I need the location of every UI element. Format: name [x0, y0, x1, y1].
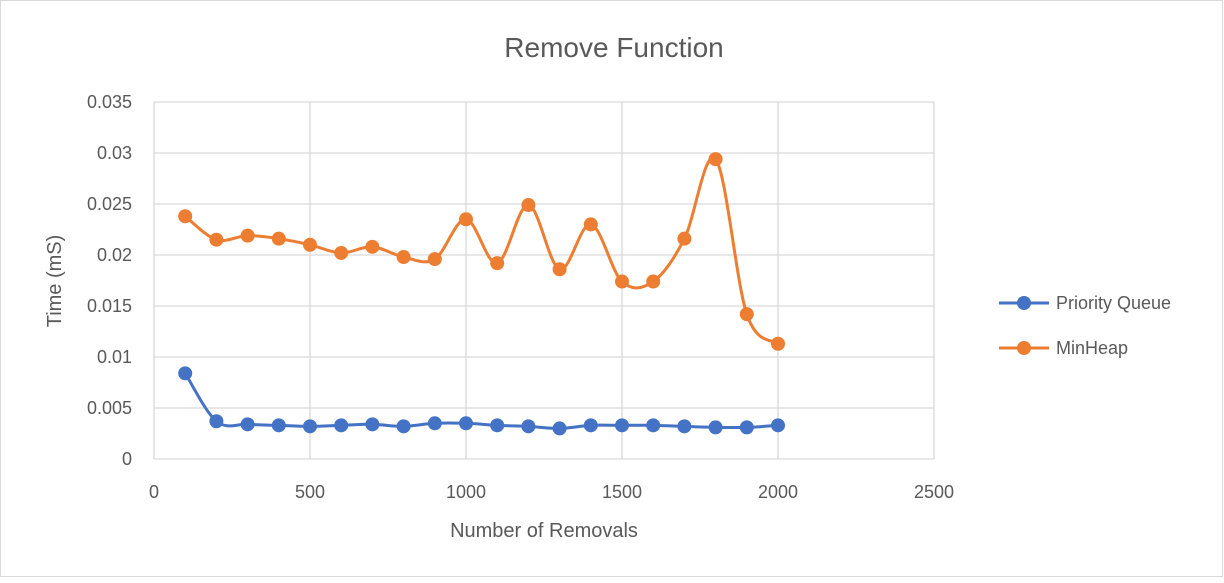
data-point-minheap — [708, 152, 723, 167]
y-tick-label: 0.005 — [87, 398, 132, 418]
data-point-minheap — [583, 217, 598, 232]
data-point-minheap — [271, 231, 286, 246]
data-point-priority-queue — [771, 418, 785, 433]
data-point-priority-queue — [209, 414, 224, 429]
x-tick-label: 2500 — [914, 482, 954, 502]
legend-label-priority-queue: Priority Queue — [1056, 293, 1171, 313]
x-tick-labels: 0 500 1000 1500 2000 2500 — [149, 482, 954, 502]
data-point-priority-queue — [427, 416, 442, 431]
y-tick-label: 0.025 — [87, 194, 132, 214]
y-tick-labels: 0 0.005 0.01 0.015 0.02 0.025 0.03 0.035 — [87, 92, 132, 469]
data-point-priority-queue — [303, 419, 317, 434]
y-tick-label: 0.03 — [97, 143, 132, 163]
data-point-minheap — [240, 228, 255, 243]
data-point-priority-queue — [365, 417, 380, 432]
data-point-minheap — [646, 274, 661, 289]
y-tick-label: 0.02 — [97, 245, 132, 265]
data-point-minheap — [521, 198, 536, 213]
data-point-minheap — [365, 239, 380, 254]
data-point-minheap — [739, 307, 754, 322]
legend-marker-priority-queue — [1017, 296, 1031, 310]
y-tick-label: 0 — [122, 449, 132, 469]
data-point-priority-queue — [396, 419, 411, 434]
x-tick-label: 2000 — [758, 482, 798, 502]
data-point-priority-queue — [708, 420, 723, 435]
data-point-priority-queue — [334, 418, 349, 433]
data-point-minheap — [334, 245, 349, 260]
x-tick-label: 500 — [295, 482, 325, 502]
data-point-minheap — [178, 209, 193, 224]
data-point-minheap — [303, 237, 317, 252]
data-point-priority-queue — [240, 417, 255, 432]
data-point-priority-queue — [490, 418, 505, 433]
data-point-minheap — [209, 232, 224, 247]
data-point-minheap — [490, 256, 505, 271]
legend-label-minheap: MinHeap — [1056, 338, 1128, 358]
y-tick-label: 0.015 — [87, 296, 132, 316]
x-axis-label: Number of Removals — [450, 520, 638, 542]
data-point-minheap — [552, 262, 567, 277]
legend: Priority Queue MinHeap — [999, 293, 1171, 358]
data-point-priority-queue — [615, 418, 629, 433]
data-point-minheap — [677, 231, 692, 246]
x-tick-label: 0 — [149, 482, 159, 502]
data-point-minheap — [615, 274, 629, 289]
data-point-priority-queue — [739, 420, 754, 435]
data-point-priority-queue — [521, 419, 536, 434]
series-layer — [178, 152, 785, 436]
data-point-minheap — [427, 252, 442, 267]
data-point-priority-queue — [459, 416, 473, 431]
data-point-priority-queue — [178, 366, 193, 381]
data-point-priority-queue — [552, 421, 567, 436]
y-axis-label: Time (mS) — [44, 235, 66, 328]
series-line-minheap — [183, 156, 780, 346]
legend-marker-minheap — [1017, 341, 1031, 355]
y-tick-label: 0.01 — [97, 347, 132, 367]
data-point-minheap — [771, 336, 785, 351]
y-tick-label: 0.035 — [87, 92, 132, 112]
x-tick-label: 1000 — [446, 482, 486, 502]
data-point-priority-queue — [583, 418, 598, 433]
x-tick-label: 1500 — [602, 482, 642, 502]
data-point-minheap — [459, 212, 473, 227]
data-point-minheap — [396, 250, 411, 265]
chart-title: Remove Function — [504, 32, 723, 63]
data-point-priority-queue — [646, 418, 661, 433]
data-point-priority-queue — [677, 419, 692, 434]
data-point-priority-queue — [271, 418, 286, 433]
grid-layer — [153, 101, 935, 460]
